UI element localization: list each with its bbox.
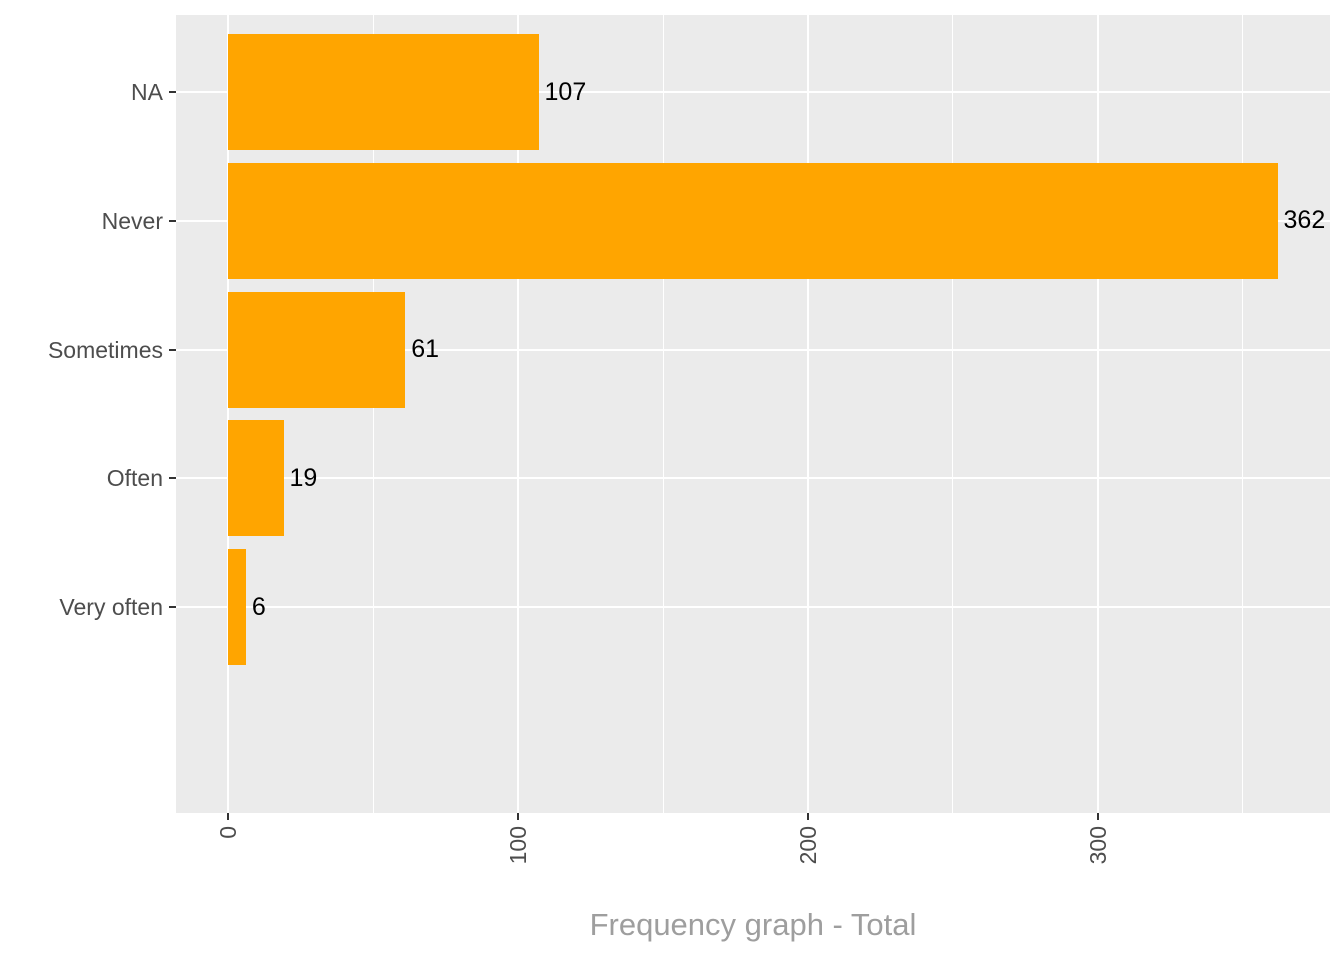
y-tick-mark [169,348,176,351]
gridline-major-x-0 [227,15,230,813]
bar-value-label: 107 [544,77,587,106]
gridline-major-y-2 [176,348,1330,351]
gridline-minor-x-50 [372,15,374,813]
gridline-major-x-200 [807,15,810,813]
bar-never [228,163,1278,279]
y-tick-mark [169,477,176,480]
y-axis-tick-label: Very often [59,594,163,621]
gridline-major-y-0 [176,91,1330,94]
bar-often [228,420,284,537]
x-axis-tick-label: 0 [215,826,242,839]
x-tick-mark [807,813,810,820]
x-tick-mark [227,813,230,820]
y-axis-tick-label: NA [131,79,163,106]
bar-value-label: 6 [251,592,266,621]
y-axis-tick-label: Sometimes [47,336,163,363]
y-tick-mark [169,91,176,94]
gridline-minor-x-150 [662,15,664,813]
bar-value-label: 61 [411,335,440,364]
y-tick-mark [169,219,176,222]
gridline-minor-x-350 [1242,15,1244,813]
x-axis-tick-label: 200 [795,826,822,865]
x-axis-tick-label: 300 [1084,826,1111,865]
bar-very-often [228,549,246,665]
gridline-minor-x-250 [952,15,954,813]
bar-value-label: 19 [289,463,318,492]
y-axis-tick-label: Never [101,207,163,234]
bar-sometimes [228,291,406,408]
gridline-major-y-4 [176,606,1330,609]
x-tick-mark [517,813,520,820]
y-tick-mark [169,606,176,609]
chart-panel [176,15,1330,813]
gridline-major-y-3 [176,477,1330,480]
bar-value-label: 362 [1283,206,1326,235]
bar-na [228,34,539,151]
x-tick-mark [1096,813,1099,820]
x-axis-title: Frequency graph - Total [589,907,917,942]
gridline-major-x-300 [1096,15,1099,813]
x-axis-tick-label: 100 [505,826,532,865]
gridline-major-x-100 [517,15,520,813]
y-axis-tick-label: Often [106,465,163,492]
